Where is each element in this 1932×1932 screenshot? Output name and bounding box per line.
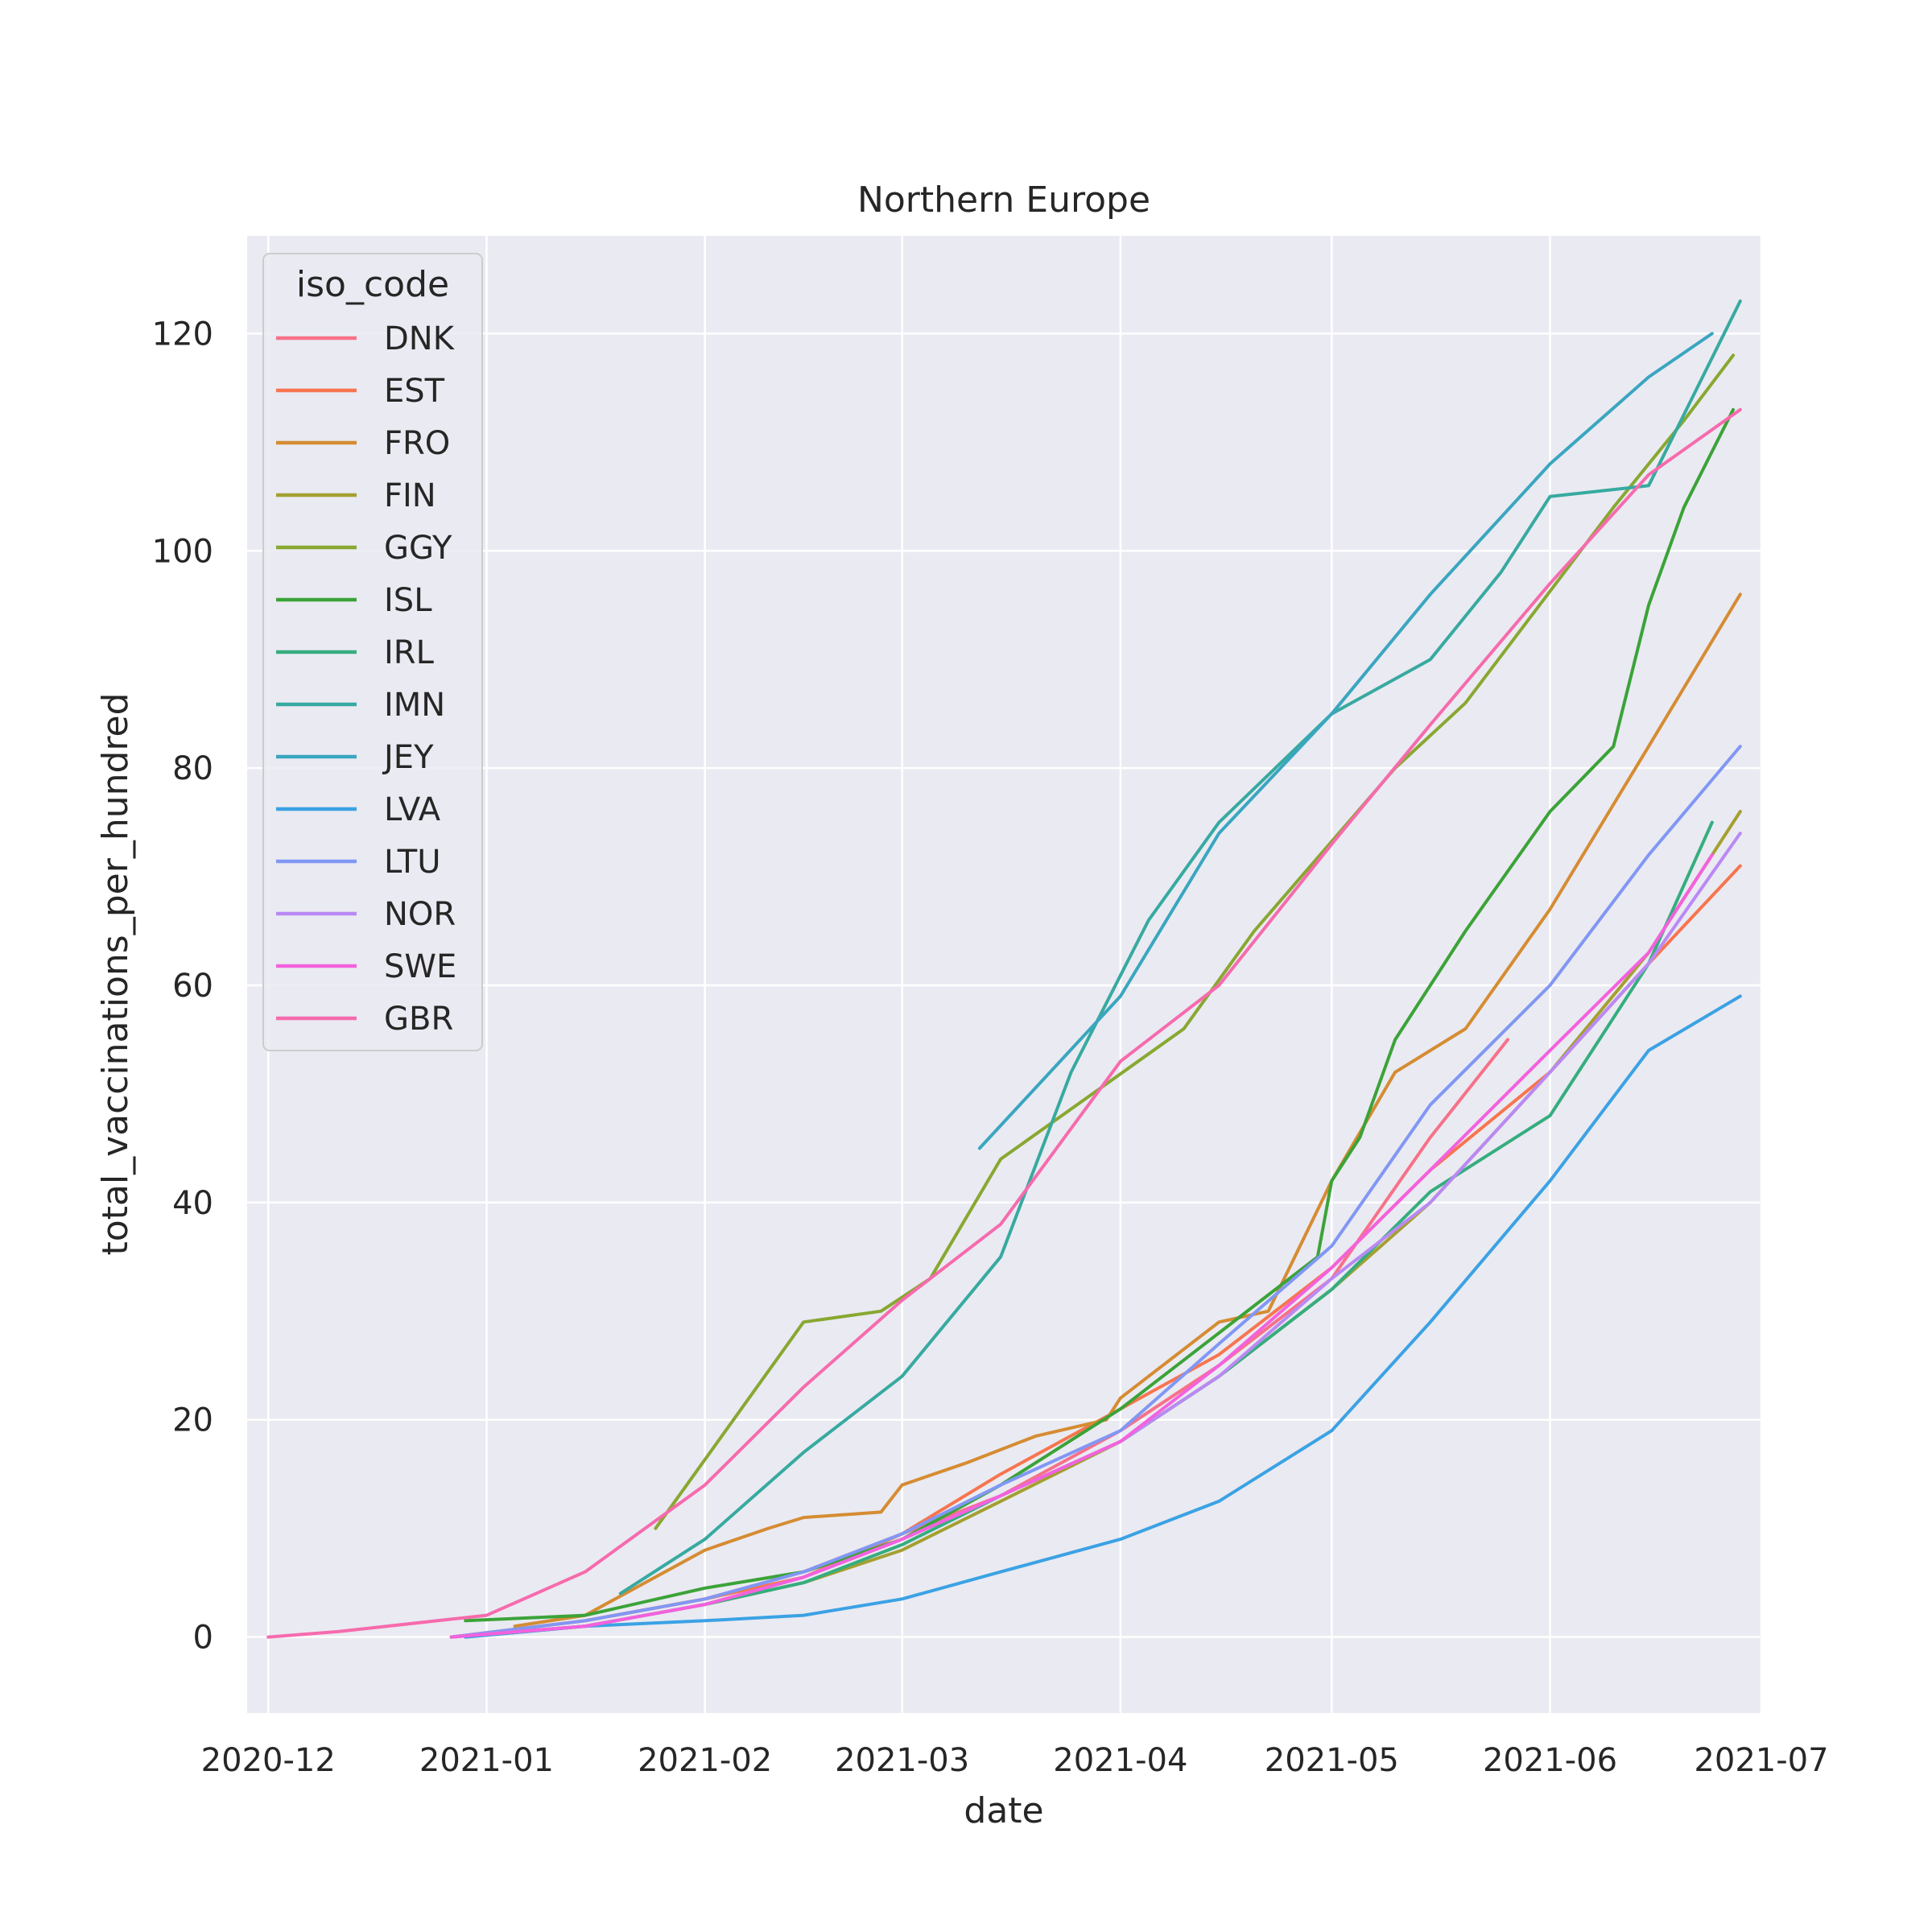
series-line-gbr: [266, 407, 1742, 1639]
y-axis-label: total_vaccinations_per_hundred: [95, 692, 136, 1255]
legend-label-est: EST: [384, 373, 445, 410]
x-tick-label: 2021-01: [419, 1742, 554, 1779]
legend-label-irl: IRL: [384, 634, 435, 671]
y-tick-label: 120: [152, 316, 213, 353]
y-tick-label: 40: [172, 1185, 213, 1222]
legend-label-swe: SWE: [384, 948, 456, 985]
legend-label-imn: IMN: [384, 687, 445, 724]
series-line-ggy: [654, 353, 1735, 1530]
legend-box: [262, 253, 483, 1051]
y-tick-label: 60: [172, 968, 213, 1005]
x-axis-label: date: [964, 1790, 1043, 1831]
x-tick-label: 2021-07: [1694, 1742, 1828, 1779]
plot-area: [247, 236, 1761, 1713]
x-tick-labels: 2020-12 2021-01 2021-02 2021-03 2021-04 2021-…: [201, 1742, 1829, 1779]
legend-label-nor: NOR: [384, 896, 456, 933]
legend-label-isl: ISL: [384, 582, 432, 619]
legend-title: iso_code: [296, 264, 449, 305]
x-tick-label: 2021-04: [1053, 1742, 1187, 1779]
legend: iso_code DNK EST FRO FIN GGY ISL IRL IMN JEY LVA L…: [262, 253, 483, 1051]
series-lines: [266, 299, 1742, 1639]
legend-items: DNK EST FRO FIN GGY ISL IRL IMN JEY LVA LTU NOR SWE G…: [276, 320, 456, 1038]
legend-label-ggy: GGY: [384, 530, 452, 567]
legend-label-dnk: DNK: [384, 320, 456, 357]
series-line-lva: [464, 994, 1742, 1639]
x-tick-label: 2020-12: [201, 1742, 336, 1779]
series-line-imn: [618, 299, 1742, 1596]
series-line-isl: [464, 407, 1735, 1623]
y-tick-label: 100: [152, 533, 213, 570]
legend-label-gbr: GBR: [384, 1001, 453, 1038]
y-tick-label: 80: [172, 750, 213, 787]
x-tick-label: 2021-02: [638, 1742, 772, 1779]
legend-label-ltu: LTU: [384, 844, 441, 881]
series-line-ltu: [449, 745, 1742, 1639]
x-tick-label: 2021-05: [1265, 1742, 1399, 1779]
y-tick-label: 20: [172, 1402, 213, 1439]
x-tick-label: 2021-06: [1483, 1742, 1617, 1779]
gridlines: [247, 236, 1763, 1713]
legend-label-fro: FRO: [384, 425, 450, 462]
series-line-swe: [449, 853, 1714, 1639]
x-tick-label: 2021-03: [835, 1742, 969, 1779]
legend-label-fin: FIN: [384, 477, 436, 514]
legend-label-lva: LVA: [384, 791, 441, 828]
y-tick-label: 0: [193, 1620, 213, 1657]
legend-label-jey: JEY: [382, 739, 434, 776]
series-line-fro: [513, 592, 1742, 1629]
y-tick-labels: 0 20 40 60 80 100 120: [152, 316, 213, 1656]
series-line-jey: [977, 332, 1714, 1150]
chart-title: Northern Europe: [857, 180, 1150, 221]
